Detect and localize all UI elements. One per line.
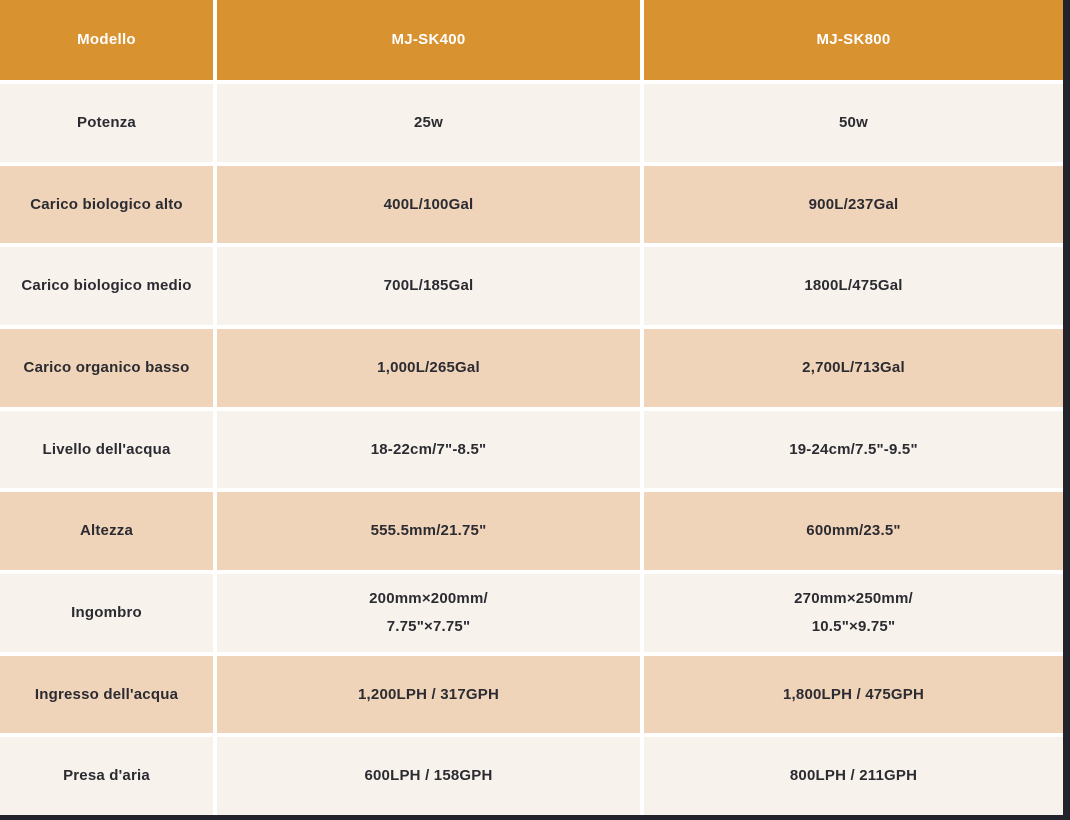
sk800-value-cell: 2,700L/713Gal: [644, 328, 1063, 407]
sk400-value-cell: 555.5mm/21.75": [217, 492, 640, 570]
sk800-value-cell: 600mm/23.5": [644, 492, 1063, 570]
sk400-value-cell: 600LPH / 158GPH: [217, 737, 640, 815]
row-label-cell: Altezza: [0, 492, 213, 570]
sk400-value-cell: 400L/100Gal: [217, 165, 640, 244]
sk400-value-cell: 700L/185Gal: [217, 247, 640, 325]
sk800-value-cell: 19-24cm/7.5"-9.5": [644, 410, 1063, 489]
sk400-value-cell: 1,200LPH / 317GPH: [217, 655, 640, 734]
sk400-value-cell: 1,000L/265Gal: [217, 328, 640, 407]
row-label-cell: Carico biologico alto: [0, 165, 213, 244]
sk800-value-cell: 50w: [644, 84, 1063, 162]
row-label-cell: Potenza: [0, 84, 213, 162]
sk800-value-cell: 800LPH / 211GPH: [644, 737, 1063, 815]
sk800-value-cell: 270mm×250mm/ 10.5"×9.75": [644, 573, 1063, 652]
header-cell-mj-sk400: MJ-SK400: [217, 0, 640, 80]
sk400-value-cell: 18-22cm/7"-8.5": [217, 410, 640, 489]
sk800-value-cell: 1800L/475Gal: [644, 247, 1063, 325]
row-label-cell: Livello dell'acqua: [0, 410, 213, 489]
sk400-value-cell: 200mm×200mm/ 7.75"×7.75": [217, 573, 640, 652]
header-cell-modello: Modello: [0, 0, 213, 80]
sk800-value-cell: 900L/237Gal: [644, 165, 1063, 244]
header-cell-mj-sk800: MJ-SK800: [644, 0, 1063, 80]
sk800-value-cell: 1,800LPH / 475GPH: [644, 655, 1063, 734]
row-label-cell: Ingombro: [0, 573, 213, 652]
row-label-cell: Ingresso dell'acqua: [0, 655, 213, 734]
sk400-value-cell: 25w: [217, 84, 640, 162]
row-label-cell: Carico organico basso: [0, 328, 213, 407]
row-label-cell: Presa d'aria: [0, 737, 213, 815]
row-label-cell: Carico biologico medio: [0, 247, 213, 325]
